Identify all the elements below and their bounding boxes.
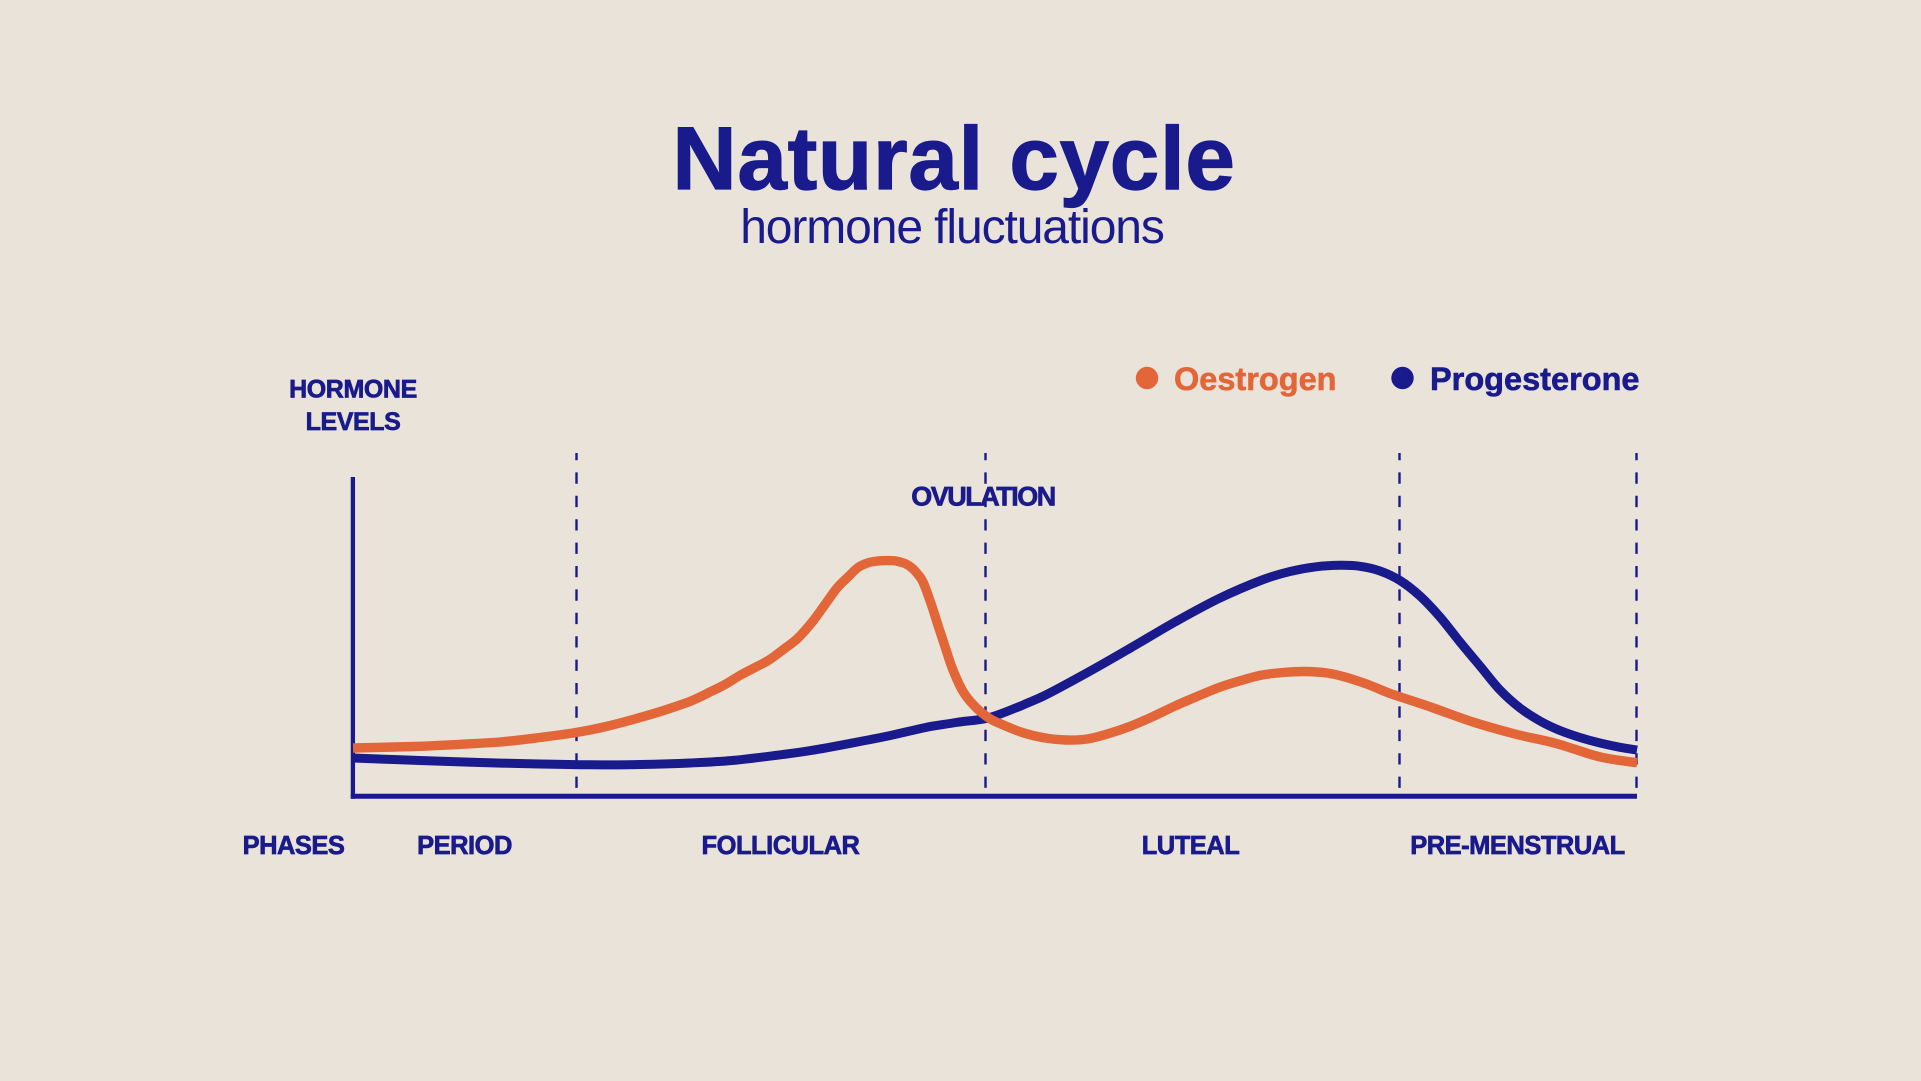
svg-text:Natural cycle: Natural cycle bbox=[672, 108, 1235, 208]
svg-text:HORMONE: HORMONE bbox=[289, 376, 417, 404]
svg-text:Progesterone: Progesterone bbox=[1430, 361, 1640, 397]
svg-text:PERIOD: PERIOD bbox=[417, 832, 512, 860]
svg-text:PHASES: PHASES bbox=[243, 832, 345, 860]
svg-text:FOLLICULAR: FOLLICULAR bbox=[702, 832, 860, 860]
svg-text:LUTEAL: LUTEAL bbox=[1142, 832, 1240, 860]
svg-text:LEVELS: LEVELS bbox=[306, 408, 401, 436]
svg-text:PRE-MENSTRUAL: PRE-MENSTRUAL bbox=[1410, 832, 1625, 860]
svg-text:OVULATION: OVULATION bbox=[911, 482, 1055, 512]
svg-text:Oestrogen: Oestrogen bbox=[1174, 361, 1337, 397]
svg-text:hormone fluctuations: hormone fluctuations bbox=[740, 201, 1164, 254]
